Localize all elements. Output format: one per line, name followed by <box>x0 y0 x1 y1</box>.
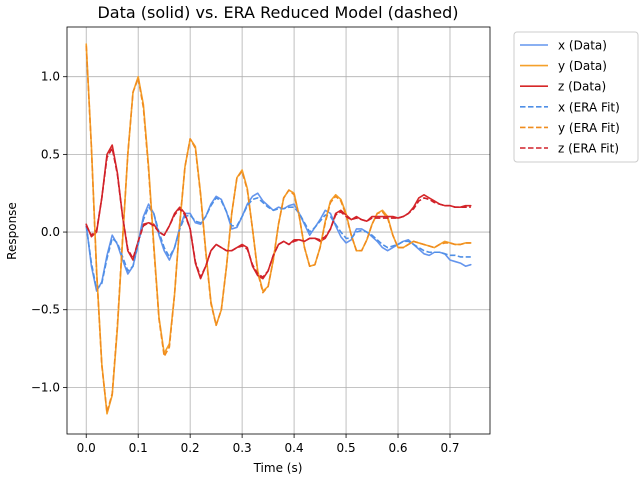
legend-entry-label: z (Data) <box>558 80 606 94</box>
x-tick-label: 0.3 <box>233 441 252 455</box>
series-line-x-era-fit <box>85 197 471 291</box>
x-tick-label: 0.4 <box>285 441 304 455</box>
series-line-z-era-fit <box>85 147 471 278</box>
x-tick-label: 0.7 <box>440 441 459 455</box>
legend-entry-label: y (Data) <box>558 59 607 73</box>
x-axis-label: Time (s) <box>253 461 303 475</box>
series-line-y-era-fit <box>85 45 471 414</box>
x-axis-ticks: 0.0 0.1 0.2 0.3 0.4 0.5 0.6 0.7 <box>77 434 460 455</box>
x-tick-label: 0.1 <box>129 441 148 455</box>
legend: x (Data) y (Data) z (Data) x (ERA Fit) y (ER… <box>513 31 639 163</box>
y-tick-label: 0.5 <box>41 147 60 161</box>
x-tick-label: 0.0 <box>77 441 96 455</box>
y-tick-label: −0.5 <box>31 303 60 317</box>
legend-entry-label: x (Data) <box>558 39 607 53</box>
x-tick-label: 0.6 <box>388 441 407 455</box>
legend-entry-label: x (ERA Fit) <box>558 100 620 114</box>
series-lines <box>85 43 472 415</box>
legend-items: x (Data) y (Data) z (Data) x (ERA Fit) y (ER… <box>520 39 620 156</box>
legend-entry-label: z (ERA Fit) <box>558 142 619 156</box>
chart-title: Data (solid) vs. ERA Reduced Model (dash… <box>97 3 458 22</box>
y-gridlines <box>67 76 490 388</box>
x-tick-label: 0.2 <box>181 441 200 455</box>
y-axis-ticks: −1.0 −0.5 0.0 0.5 1.0 <box>31 70 67 394</box>
legend-box <box>513 31 639 163</box>
axes-frame <box>66 26 491 435</box>
plot-area <box>66 26 491 435</box>
y-tick-label: 0.0 <box>41 225 60 239</box>
y-tick-label: −1.0 <box>31 380 60 394</box>
y-axis-label: Response <box>5 202 19 260</box>
y-tick-label: 1.0 <box>41 70 60 84</box>
x-tick-label: 0.5 <box>337 441 356 455</box>
legend-entry-label: y (ERA Fit) <box>558 121 620 135</box>
